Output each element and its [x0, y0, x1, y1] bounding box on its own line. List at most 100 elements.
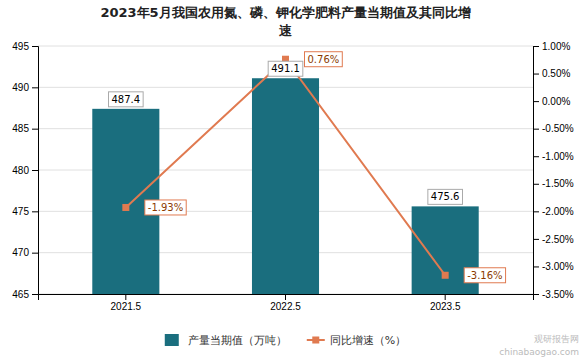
tick: 2022.5	[270, 294, 301, 312]
tick-mark	[533, 74, 539, 75]
grid	[38, 46, 533, 294]
tick-mark	[32, 211, 38, 212]
data-label-group: 491.1	[268, 61, 303, 76]
legend-label: 同比增速（%）	[330, 334, 406, 347]
tick: -1.00%	[533, 151, 574, 162]
tick: 470	[12, 247, 38, 258]
tick-mark	[533, 129, 539, 130]
axis-line	[32, 47, 39, 295]
tick-mark	[32, 294, 38, 295]
tick-mark	[125, 294, 126, 300]
tick-label: -0.50%	[542, 123, 574, 134]
tick-label: 485	[12, 123, 29, 134]
tick-label: 495	[12, 41, 29, 52]
data-label-box	[428, 189, 463, 204]
tick-label: 0.00%	[542, 96, 570, 107]
data-label: 475.6	[431, 191, 460, 202]
tick-label: 470	[12, 247, 29, 258]
tick-mark	[533, 239, 539, 240]
tick-label: -2.50%	[542, 234, 574, 245]
data-label: -3.16%	[467, 270, 502, 281]
data-label-box	[109, 92, 144, 107]
marker	[122, 204, 129, 211]
chart: 487.4 491.1 475.6 -1.93% 0.76% -3.16% 465 470 47…	[0, 0, 585, 364]
data-label-group: 487.4	[109, 92, 144, 107]
tick: 0.00%	[533, 96, 570, 107]
tick-label: 480	[12, 165, 29, 176]
tick-mark	[285, 294, 286, 300]
tick: -0.50%	[533, 123, 574, 134]
tick-mark	[32, 87, 38, 88]
tick-label: 1.00%	[542, 41, 570, 52]
legend-item: 产量当期值（万吨）	[165, 334, 287, 347]
bar	[252, 78, 319, 294]
tick: 2021.5	[111, 294, 142, 312]
tick-label: 475	[12, 206, 29, 217]
annotation: 观研报告网	[534, 334, 579, 344]
title: 2023年5月我国农用氮、磷、钾化学肥料产量当期值及其同比增速	[100, 5, 470, 38]
grid-line	[38, 46, 533, 47]
axis-line	[39, 295, 534, 301]
markers	[122, 56, 448, 279]
title-line: 2023年5月我国农用氮、磷、钾化学肥料产量当期值及其同比增	[100, 5, 470, 20]
tick: 1.00%	[533, 41, 570, 52]
data-label-box	[145, 200, 186, 215]
tick-mark	[533, 211, 539, 212]
tick-mark	[533, 156, 539, 157]
tick-label: 0.50%	[542, 68, 570, 79]
tick-mark	[533, 266, 539, 267]
x-axis: 2021.5 2022.5 2023.5	[39, 294, 534, 312]
tick-label: 2023.5	[430, 301, 461, 312]
tick: -2.50%	[533, 234, 574, 245]
annotation: chinabaogao.com	[499, 347, 579, 357]
data-labels: 487.4 491.1 475.6 -1.93% 0.76% -3.16%	[109, 52, 506, 283]
axis-line	[534, 47, 540, 295]
tick: -2.00%	[533, 206, 574, 217]
legend-label: 产量当期值（万吨）	[188, 334, 287, 347]
tick: 495	[12, 41, 38, 52]
tick: -1.50%	[533, 178, 574, 189]
marker	[442, 272, 449, 279]
tick: -3.00%	[533, 261, 574, 272]
data-label-group: -3.16%	[464, 268, 505, 283]
tick-mark	[445, 294, 446, 300]
data-label-box	[305, 52, 343, 67]
tick-label: 490	[12, 82, 29, 93]
data-label-box	[268, 61, 303, 76]
tick: 475	[12, 206, 38, 217]
tick-mark	[533, 101, 539, 102]
data-label-box	[464, 268, 505, 283]
legend-item: 同比增速（%）	[307, 334, 406, 347]
tick-mark	[533, 184, 539, 185]
tick: 490	[12, 82, 38, 93]
tick-label: -3.50%	[542, 289, 574, 300]
data-label-group: -1.93%	[145, 200, 186, 215]
tick-label: -1.50%	[542, 178, 574, 189]
data-label-group: 475.6	[428, 189, 463, 204]
tick-label: 2021.5	[111, 301, 142, 312]
tick-label: -3.00%	[542, 261, 574, 272]
tick-label: -2.00%	[542, 206, 574, 217]
data-label: 487.4	[112, 94, 141, 105]
tick-label: 465	[12, 289, 29, 300]
line	[126, 59, 445, 275]
data-label-group: 0.76%	[305, 52, 343, 67]
legend-swatch	[165, 334, 179, 346]
marks	[92, 56, 478, 294]
y-axis: 465 470 475 480 485 490 495	[12, 41, 38, 300]
tick: -3.50%	[533, 289, 574, 300]
y2-axis: -3.50% -3.00% -2.50% -2.00% -1.50% -1.00% -0.5…	[533, 41, 574, 300]
tick: 480	[12, 165, 38, 176]
tick: 2023.5	[430, 294, 461, 312]
data-label: 491.1	[271, 63, 300, 74]
tick: 485	[12, 123, 38, 134]
data-label: 0.76%	[308, 54, 340, 65]
tick: 0.50%	[533, 68, 570, 79]
tick-label: -1.00%	[542, 151, 574, 162]
tick-mark	[533, 46, 539, 47]
data-label: -1.93%	[148, 202, 183, 213]
title-line: 速	[279, 23, 293, 38]
legend: 产量当期值（万吨） 同比增速（%）	[165, 334, 406, 347]
tick-mark	[32, 129, 38, 130]
tick-mark	[32, 253, 38, 254]
